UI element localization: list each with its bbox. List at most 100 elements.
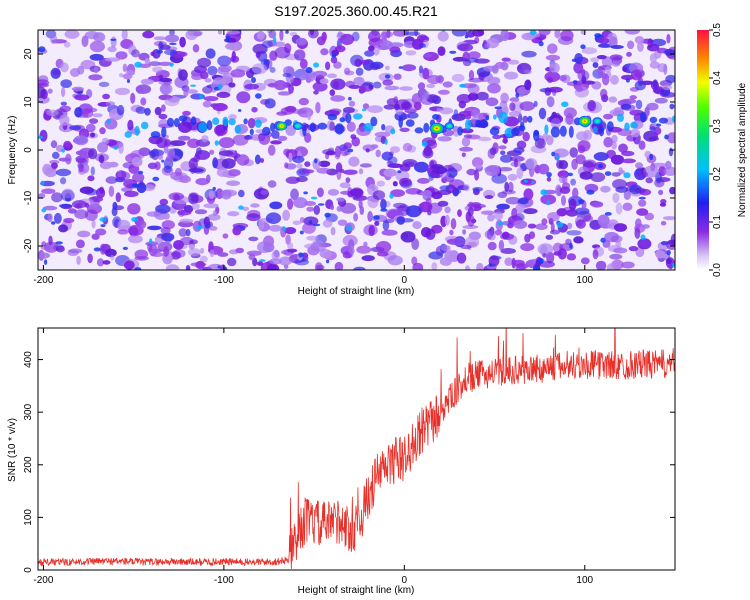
- heatmap-noise-peak: [259, 259, 266, 262]
- heatmap-noise-cell: [423, 145, 433, 157]
- heatmap-noise-cell: [269, 258, 282, 265]
- heatmap-noise-cell: [508, 111, 522, 117]
- heatmap-band-cell: [475, 119, 481, 128]
- heatmap-noise-cell: [368, 30, 381, 43]
- heatmap-noise-peak: [524, 179, 528, 183]
- heatmap-noise-cell: [634, 80, 646, 91]
- heatmap-noise-cell: [268, 30, 277, 39]
- heatmap-noise-peak: [488, 263, 493, 267]
- heatmap-noise-cell: [402, 159, 418, 168]
- colorbar: 0.0 0.1 0.2 0.3 0.4 0.5 Normalized spectral a…: [697, 23, 748, 277]
- heatmap-noise-cell: [340, 33, 355, 46]
- heatmap-noise-peak: [131, 183, 139, 188]
- heatmap-noise-cell: [414, 101, 422, 111]
- heatmap-noise-cell: [344, 67, 351, 75]
- heatmap-noise-cell: [644, 212, 655, 221]
- heatmap-noise-cell: [427, 167, 432, 174]
- heatmap-band-cell: [254, 119, 262, 128]
- heatmap-noise-cell: [89, 53, 104, 61]
- heatmap-noise-cell: [312, 81, 328, 92]
- heatmap-noise-cell: [374, 221, 380, 226]
- heatmap-noise-cell: [290, 188, 299, 201]
- heatmap-noise-cell: [494, 229, 503, 236]
- heatmap-noise-cell: [283, 264, 289, 269]
- heatmap-noise-cell: [557, 248, 567, 260]
- heatmap-noise-cell: [247, 118, 256, 129]
- snr-y-axis-label: SNR (10 * v/v): [7, 418, 18, 482]
- heatmap-noise-peak: [61, 148, 65, 153]
- heatmap-noise-cell: [60, 62, 69, 73]
- heatmap-noise-peak: [604, 212, 612, 216]
- heatmap-noise-cell: [635, 162, 643, 169]
- heatmap-noise-cell: [118, 142, 124, 154]
- heatmap-noise-cell: [581, 75, 587, 84]
- heatmap-noise-cell: [202, 86, 213, 94]
- heatmap-noise-cell: [389, 46, 401, 53]
- heatmap-noise-cell: [484, 43, 491, 48]
- heatmap-noise-cell: [405, 50, 417, 56]
- heatmap-noise-cell: [47, 213, 53, 223]
- heatmap-noise-cell: [322, 149, 335, 155]
- heatmap-noise-cell: [259, 158, 265, 163]
- heatmap-noise-cell: [439, 185, 451, 191]
- heatmap-noise-cell: [315, 101, 321, 114]
- heatmap-noise-cell: [444, 206, 451, 214]
- heatmap-noise-cell: [431, 262, 438, 270]
- heatmap-noise-cell: [654, 97, 668, 104]
- heatmap-noise-cell: [450, 218, 457, 230]
- heatmap-noise-cell: [38, 252, 51, 259]
- heatmap-noise-cell: [148, 135, 163, 145]
- heatmap-noise-peak: [623, 172, 631, 179]
- heatmap-band-cell: [658, 117, 669, 124]
- heatmap-noise-cell: [236, 91, 251, 104]
- heatmap-noise-cell: [509, 97, 520, 102]
- heatmap-noise-cell: [301, 169, 315, 174]
- heatmap-noise-cell: [412, 262, 424, 270]
- heatmap-noise-cell: [60, 177, 67, 185]
- heatmap-band-cell: [520, 121, 525, 128]
- heatmap-noise-cell: [467, 83, 480, 94]
- heatmap-noise-cell: [412, 221, 422, 230]
- heatmap-noise-cell: [376, 180, 385, 187]
- colorbar-label: Normalized spectral amplitude: [737, 82, 748, 217]
- heatmap-x-tick-label: 100: [576, 275, 593, 286]
- heatmap-noise-peak: [551, 151, 556, 157]
- figure-title: S197.2025.360.00.45.R21: [274, 3, 438, 19]
- snr-x-axis-label: Height of straight line (km): [298, 585, 415, 596]
- heatmap-noise-peak: [40, 180, 45, 185]
- heatmap-noise-cell: [623, 190, 631, 200]
- heatmap-noise-cell: [453, 109, 459, 120]
- heatmap-noise-cell: [242, 206, 250, 211]
- heatmap-noise-cell: [444, 250, 457, 262]
- heatmap-noise-cell: [497, 191, 508, 199]
- heatmap-noise-cell: [560, 30, 574, 42]
- heatmap-noise-cell: [63, 217, 75, 224]
- snr-x-tick-label: -100: [214, 575, 234, 586]
- heatmap-noise-cell: [368, 45, 375, 52]
- heatmap-noise-cell: [650, 80, 660, 90]
- heatmap-noise-cell: [76, 255, 81, 265]
- heatmap-noise-cell: [268, 224, 282, 232]
- heatmap-noise-cell: [285, 176, 300, 184]
- heatmap-noise-cell: [575, 207, 590, 215]
- heatmap-noise-peak: [134, 61, 143, 68]
- heatmap-noise-cell: [399, 86, 413, 91]
- heatmap-noise-cell: [457, 209, 462, 218]
- heatmap-noise-cell: [74, 209, 89, 220]
- heatmap-noise-cell: [574, 53, 583, 64]
- heatmap-noise-peak: [137, 170, 144, 175]
- heatmap-band-cell: [606, 121, 614, 132]
- heatmap-noise-cell: [501, 57, 511, 62]
- heatmap-noise-cell: [59, 114, 70, 126]
- heatmap-noise-cell: [299, 216, 305, 224]
- heatmap-noise-cell: [226, 30, 241, 35]
- heatmap-noise-cell: [504, 71, 519, 80]
- heatmap-noise-cell: [260, 189, 269, 195]
- heatmap-noise-cell: [411, 238, 420, 251]
- heatmap-noise-cell: [581, 47, 598, 55]
- heatmap-noise-cell: [287, 242, 294, 250]
- heatmap-noise-cell: [402, 142, 413, 152]
- heatmap-noise-cell: [315, 264, 325, 270]
- heatmap-noise-cell: [493, 211, 504, 220]
- snr-y-tick-label: 0: [23, 567, 34, 573]
